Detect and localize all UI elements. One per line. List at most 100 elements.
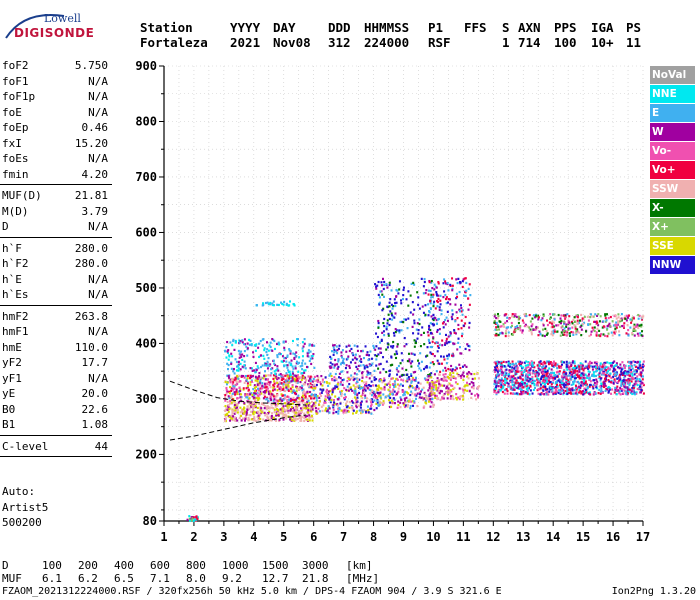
echo-point bbox=[506, 320, 509, 323]
echo-point bbox=[446, 357, 449, 360]
echo-point bbox=[598, 388, 601, 391]
echo-point bbox=[434, 285, 437, 288]
echo-point bbox=[382, 330, 385, 333]
echo-point bbox=[313, 344, 316, 347]
echo-point bbox=[392, 315, 395, 318]
y-tick-label: 700 bbox=[135, 170, 157, 184]
echo-point bbox=[429, 405, 432, 408]
echo-point bbox=[517, 315, 520, 318]
echo-point bbox=[374, 354, 377, 357]
echo-point bbox=[584, 380, 587, 383]
echo-point bbox=[296, 406, 299, 409]
echo-point bbox=[253, 399, 256, 402]
echo-point bbox=[634, 325, 637, 328]
echo-point bbox=[398, 375, 401, 378]
echo-point bbox=[289, 352, 292, 355]
echo-point bbox=[565, 325, 568, 328]
echo-point bbox=[239, 362, 242, 365]
echo-point bbox=[266, 353, 269, 357]
echo-point bbox=[277, 383, 280, 386]
echo-point bbox=[270, 368, 273, 371]
echo-point bbox=[578, 382, 581, 385]
echo-point bbox=[228, 406, 231, 409]
echo-point bbox=[500, 325, 503, 328]
echo-point bbox=[241, 365, 244, 368]
echo-point bbox=[421, 326, 424, 329]
echo-point bbox=[580, 363, 583, 366]
echo-point bbox=[607, 390, 610, 393]
echo-point bbox=[552, 325, 555, 328]
echo-point bbox=[229, 419, 232, 422]
echo-point bbox=[240, 408, 243, 411]
echo-point bbox=[429, 322, 432, 325]
echo-point bbox=[406, 405, 409, 408]
echo-point bbox=[496, 317, 499, 320]
echo-point bbox=[506, 377, 509, 380]
echo-point bbox=[496, 360, 499, 363]
echo-point bbox=[574, 331, 577, 335]
echo-point bbox=[279, 372, 282, 376]
echo-point bbox=[641, 318, 644, 321]
echo-point bbox=[256, 411, 259, 414]
echo-point bbox=[624, 369, 627, 373]
echo-point bbox=[249, 383, 252, 386]
echo-point bbox=[361, 397, 364, 400]
echo-point bbox=[396, 373, 399, 376]
echo-point bbox=[283, 365, 286, 368]
echo-point bbox=[270, 403, 273, 406]
echo-point bbox=[432, 313, 435, 317]
echo-point bbox=[524, 376, 527, 379]
echo-point bbox=[604, 361, 607, 364]
param-row: foF1p N/A bbox=[0, 89, 112, 105]
echo-point bbox=[438, 373, 441, 376]
echo-point bbox=[548, 381, 551, 384]
echo-point bbox=[394, 327, 397, 331]
echo-point bbox=[304, 369, 307, 372]
echo-point bbox=[642, 315, 645, 318]
echo-point bbox=[452, 342, 455, 345]
echo-point bbox=[427, 289, 430, 292]
echo-point bbox=[252, 406, 255, 409]
echo-point bbox=[327, 390, 330, 393]
echo-point bbox=[441, 396, 444, 399]
echo-point bbox=[224, 413, 227, 417]
echo-point bbox=[279, 408, 282, 411]
echo-point bbox=[546, 382, 549, 385]
echo-point bbox=[238, 386, 241, 390]
echo-point bbox=[253, 369, 256, 372]
echo-point bbox=[562, 329, 565, 333]
echo-point bbox=[379, 394, 382, 397]
echo-point bbox=[332, 398, 335, 402]
echo-point bbox=[335, 345, 338, 348]
echo-point bbox=[308, 344, 311, 347]
echo-point bbox=[356, 378, 359, 381]
echo-point bbox=[377, 395, 380, 398]
echo-point bbox=[337, 360, 340, 363]
echo-point bbox=[232, 385, 235, 388]
echo-point bbox=[587, 362, 590, 365]
echo-point bbox=[334, 358, 337, 362]
param-row: D N/A bbox=[0, 219, 112, 235]
echo-point bbox=[559, 392, 562, 395]
echo-point bbox=[254, 361, 257, 365]
echo-point bbox=[582, 369, 585, 372]
echo-point bbox=[340, 409, 343, 412]
echo-point bbox=[383, 388, 386, 391]
echo-point bbox=[615, 324, 618, 327]
echo-point bbox=[576, 330, 579, 333]
echo-point bbox=[301, 368, 304, 371]
echo-point bbox=[236, 408, 239, 411]
echo-point bbox=[343, 396, 346, 400]
echo-point bbox=[604, 313, 607, 316]
echo-point bbox=[613, 391, 616, 394]
echo-point bbox=[370, 357, 373, 360]
echo-point bbox=[289, 399, 292, 403]
echo-point bbox=[365, 400, 368, 403]
echo-point bbox=[243, 376, 246, 379]
echo-point bbox=[290, 363, 293, 367]
echo-point bbox=[564, 317, 567, 320]
echo-point bbox=[386, 305, 389, 308]
echo-point bbox=[284, 340, 287, 343]
echo-point bbox=[549, 375, 552, 378]
header-row2-cell-7: 1 bbox=[502, 35, 510, 50]
